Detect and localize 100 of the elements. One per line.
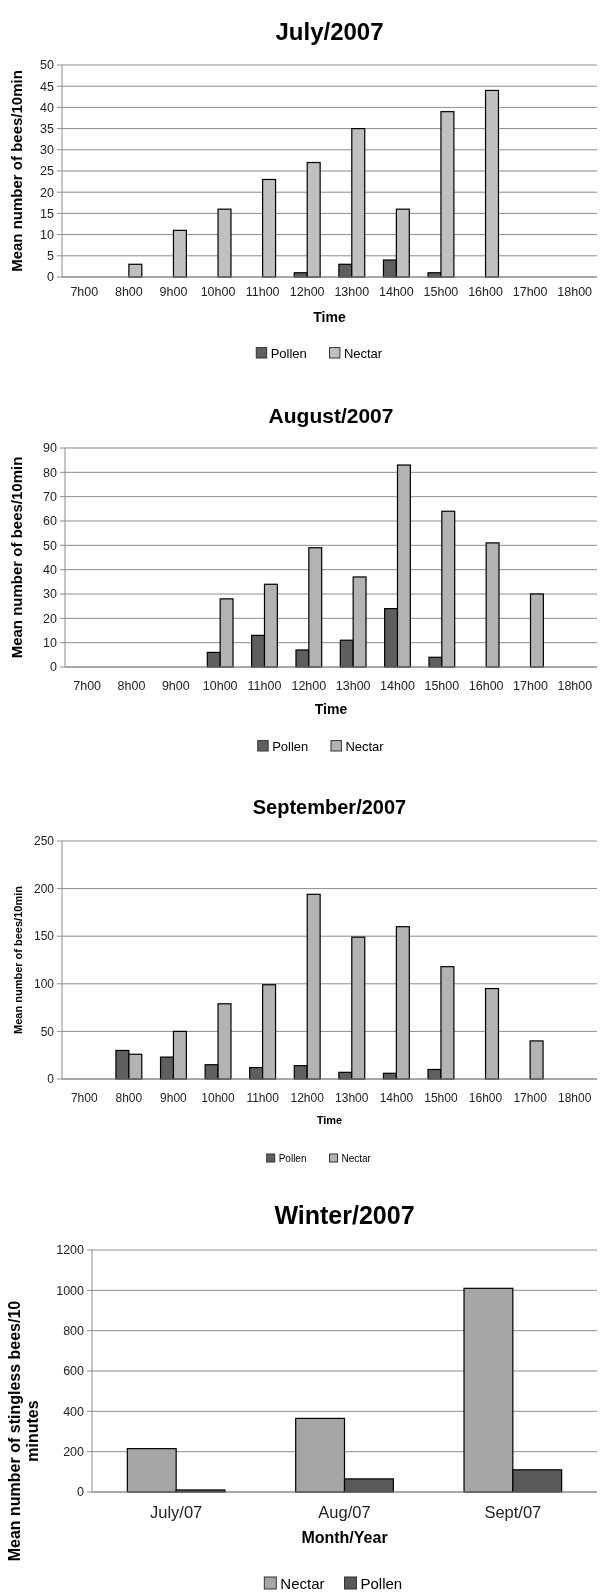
y-tick-label: 150 — [33, 929, 55, 944]
y-tick-label: 10 — [40, 227, 55, 242]
y-tick-label: 600 — [63, 1364, 85, 1379]
bar — [484, 89, 500, 278]
x-axis-title: Time — [316, 1114, 343, 1126]
y-tick-label: 40 — [40, 100, 55, 115]
bar — [217, 208, 232, 278]
y-tick-label: 60 — [43, 514, 58, 529]
y-tick-label: 0 — [47, 1072, 55, 1087]
x-tick-label: 15h00 — [423, 285, 459, 299]
x-tick-label: Sept/07 — [484, 1503, 542, 1521]
x-tick-label: 11h00 — [247, 679, 282, 693]
x-axis-title: Time — [313, 309, 346, 325]
y-tick-label: 50 — [40, 1024, 55, 1039]
y-axis-title: Mean number of stingless bees/10 minutes — [6, 1300, 42, 1562]
x-tick-label: 9h00 — [161, 679, 190, 693]
y-tick-label: 35 — [40, 121, 55, 136]
x-tick-label: 10h00 — [200, 285, 236, 299]
legend-label: Nectar — [345, 739, 385, 754]
bar — [529, 1040, 544, 1080]
x-tick-label: 17h00 — [513, 1091, 548, 1105]
y-tick-label: 100 — [33, 977, 55, 991]
x-tick-label: 7h00 — [73, 679, 102, 693]
x-tick-label: 18h00 — [558, 1091, 592, 1105]
legend-label: Nectar — [341, 1153, 372, 1164]
y-axis-title: Mean number of bees/10min — [12, 885, 24, 1034]
legend-label: Pollen — [272, 739, 309, 754]
x-tick-label: 17h00 — [513, 679, 548, 693]
x-tick-label: 13h00 — [335, 1091, 369, 1105]
x-tick-label: 12h00 — [289, 285, 325, 299]
y-tick-label: 5 — [47, 249, 55, 264]
y-tick-label: 0 — [47, 270, 55, 285]
x-tick-label: 8h00 — [117, 679, 146, 693]
y-tick-label: 200 — [33, 881, 55, 896]
x-tick-label: 16h00 — [468, 285, 503, 299]
chart-title: July/2007 — [275, 18, 384, 45]
bar — [529, 593, 544, 668]
legend-label: Pollen — [278, 1153, 307, 1164]
x-tick-label: 8h00 — [114, 285, 143, 299]
x-tick-label: 13h00 — [334, 285, 370, 299]
x-tick-label: 14h00 — [379, 1091, 414, 1105]
x-tick-label: 14h00 — [380, 679, 415, 693]
x-tick-label: 9h00 — [160, 1091, 188, 1105]
x-tick-label: 12h00 — [291, 679, 327, 693]
y-tick-label: 20 — [43, 611, 58, 626]
y-tick-label: 50 — [40, 58, 55, 73]
bar — [484, 987, 500, 1080]
x-tick-label: 13h00 — [335, 679, 371, 693]
x-tick-label: 12h00 — [290, 1091, 325, 1105]
bar — [485, 542, 500, 668]
y-tick-label: 20 — [40, 185, 55, 200]
x-tick-label: 16h00 — [468, 1091, 503, 1105]
x-tick-label: 10h00 — [201, 1091, 236, 1105]
chart-title: Winter/2007 — [274, 1201, 415, 1229]
y-tick-label: 30 — [43, 587, 58, 602]
y-tick-label: 40 — [43, 563, 58, 578]
x-tick-label: July/07 — [150, 1503, 203, 1521]
legend-label: Pollen — [270, 346, 307, 361]
y-tick-label: 0 — [77, 1485, 85, 1500]
x-tick-label: 7h00 — [70, 285, 99, 299]
x-axis-title: Month/Year — [301, 1529, 388, 1546]
x-tick-label: 8h00 — [115, 1091, 143, 1105]
y-tick-label: 70 — [43, 490, 58, 505]
x-tick-label: 10h00 — [202, 679, 238, 693]
y-tick-label: 1200 — [56, 1243, 85, 1258]
chart-title: August/2007 — [268, 404, 394, 427]
x-tick-label: 18h00 — [557, 285, 593, 299]
y-tick-label: 0 — [50, 660, 58, 675]
chart-title: September/2007 — [252, 796, 407, 818]
y-tick-label: 45 — [40, 79, 55, 94]
x-tick-label: 11h00 — [245, 285, 280, 299]
y-axis-title: Mean number of bees/10min — [8, 70, 25, 272]
x-tick-label: 9h00 — [159, 285, 188, 299]
y-tick-label: 400 — [63, 1404, 85, 1419]
bar — [172, 229, 187, 278]
x-tick-label: 14h00 — [378, 285, 414, 299]
x-tick-label: 15h00 — [424, 1091, 458, 1105]
y-axis-title: Mean number of bees/10min — [8, 456, 25, 659]
x-tick-label: 7h00 — [70, 1091, 98, 1105]
x-tick-label: Aug/07 — [318, 1503, 371, 1521]
y-tick-label: 800 — [63, 1324, 85, 1339]
y-tick-label: 30 — [40, 143, 55, 158]
y-tick-label: 80 — [43, 465, 58, 480]
x-axis-title: Time — [314, 701, 348, 717]
legend-label: Pollen — [360, 1575, 403, 1592]
x-tick-label: 11h00 — [246, 1091, 280, 1105]
y-tick-label: 50 — [43, 538, 58, 553]
y-tick-label: 15 — [40, 206, 55, 221]
bar — [262, 178, 277, 278]
x-tick-label: 16h00 — [468, 679, 504, 693]
x-tick-label: 15h00 — [424, 679, 460, 693]
legend-label: Nectar — [343, 346, 383, 361]
y-tick-label: 1000 — [56, 1283, 85, 1298]
y-tick-label: 90 — [43, 441, 58, 456]
x-tick-label: 17h00 — [512, 285, 548, 299]
y-tick-label: 10 — [43, 636, 58, 651]
legend-label: Nectar — [280, 1575, 325, 1592]
x-tick-label: 18h00 — [557, 679, 593, 693]
y-tick-label: 25 — [40, 164, 55, 179]
y-tick-label: 200 — [63, 1445, 85, 1460]
